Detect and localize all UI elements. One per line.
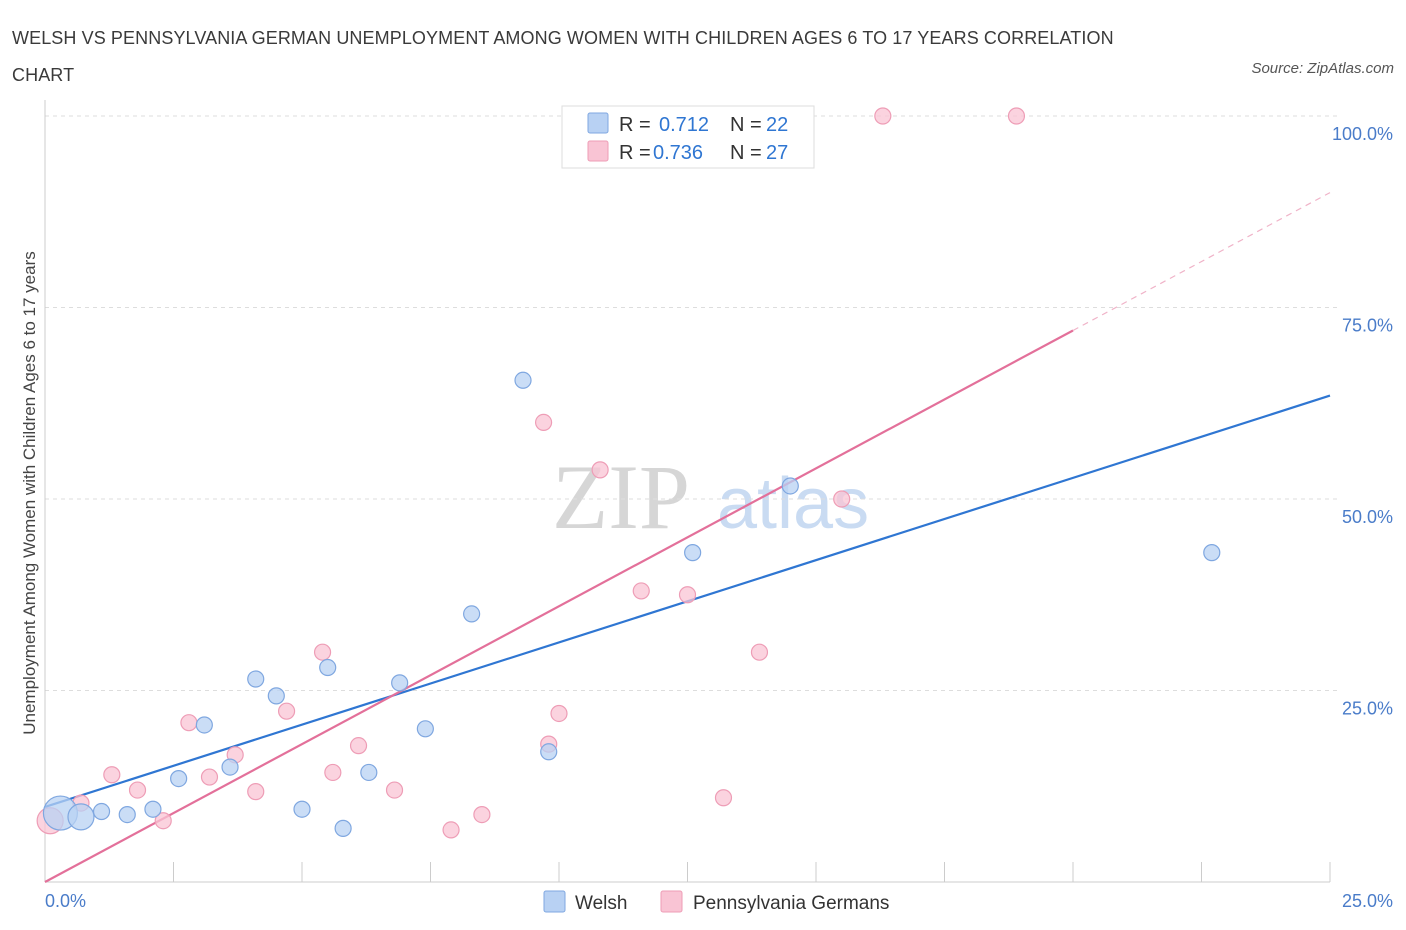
source-credit: Source: ZipAtlas.com xyxy=(1251,60,1394,77)
welsh-point-5 xyxy=(170,769,188,788)
axes xyxy=(44,100,1331,883)
welsh-point-2 xyxy=(92,802,111,821)
bottom-legend-swatch-welsh[interactable] xyxy=(543,890,566,913)
welsh-point-15 xyxy=(416,720,434,738)
pg-point-3 xyxy=(128,781,147,799)
legend-r-value-welsh: 0.712 xyxy=(659,114,709,136)
bottom-legend-label-pg[interactable]: Pennsylvania Germans xyxy=(693,893,889,914)
welsh-point-7 xyxy=(221,758,239,776)
pg-point-14 xyxy=(442,821,460,839)
y-tick-label-25: 25.0% xyxy=(1342,699,1393,719)
pg-point-2 xyxy=(103,766,121,784)
x-tick-label-max: 25.0% xyxy=(1342,891,1393,911)
pg-point-24 xyxy=(833,490,851,508)
pg-point-16 xyxy=(534,413,553,431)
welsh-point-12 xyxy=(334,819,352,837)
bottom-legend-label-welsh[interactable]: Welsh xyxy=(575,893,627,914)
legend-r-label-pg: R = xyxy=(619,142,651,164)
pg-point-22 xyxy=(714,789,733,807)
welsh-point-3 xyxy=(118,805,136,824)
correlation-legend: R = 0.712 N = 22 R = 0.736 N = 27 xyxy=(561,105,815,169)
welsh-point-21 xyxy=(1203,544,1221,562)
data-points xyxy=(36,107,1221,839)
welsh-point-6 xyxy=(195,716,213,734)
welsh-point-10 xyxy=(293,800,311,818)
y-tick-label-75: 75.0% xyxy=(1342,316,1393,336)
pg-point-25 xyxy=(874,107,892,125)
welsh-point-19 xyxy=(684,544,702,562)
pg-point-9 xyxy=(277,702,296,720)
pg-point-26 xyxy=(1007,107,1026,125)
legend-swatch-pg xyxy=(587,140,609,162)
pg-point-10 xyxy=(313,643,332,661)
pg-point-4 xyxy=(154,812,172,830)
pg-point-23 xyxy=(750,643,769,661)
legend-r-value-pg: 0.736 xyxy=(653,142,703,164)
chart-title: WELSH VS PENNSYLVANIA GERMAN UNEMPLOYMEN… xyxy=(12,28,1114,85)
trend-line-extension-pg xyxy=(1072,192,1331,332)
welsh-point-14 xyxy=(391,674,409,692)
legend-n-label-welsh: N = xyxy=(730,114,762,136)
pg-point-18 xyxy=(550,704,568,723)
y-axis-title: Unemployment Among Women with Children A… xyxy=(20,251,39,735)
welsh-point-16 xyxy=(463,605,481,623)
pg-point-12 xyxy=(349,737,368,755)
pg-point-8 xyxy=(247,783,265,801)
pg-point-19 xyxy=(591,461,609,479)
welsh-point-9 xyxy=(267,687,285,705)
welsh-point-18 xyxy=(540,743,558,761)
pg-point-20 xyxy=(632,582,650,600)
pg-point-6 xyxy=(200,768,219,786)
x-tick-label-min: 0.0% xyxy=(45,891,86,911)
pg-point-11 xyxy=(324,763,342,782)
trend-lines xyxy=(44,192,1331,883)
pg-point-21 xyxy=(678,586,697,604)
bottom-legend-swatch-pg[interactable] xyxy=(660,890,683,913)
trend-line-pg xyxy=(44,329,1074,883)
grid: 25.0% 50.0% 75.0% 100.0% xyxy=(45,115,1393,719)
legend-n-value-welsh: 22 xyxy=(766,114,788,136)
legend-n-label-pg: N = xyxy=(730,142,762,164)
welsh-point-11 xyxy=(319,658,337,677)
welsh-point-8 xyxy=(247,670,265,688)
y-tick-label-50: 50.0% xyxy=(1342,507,1393,527)
welsh-point-13 xyxy=(360,763,378,782)
legend-n-value-pg: 27 xyxy=(766,142,788,164)
series-legend: Welsh Pennsylvania Germans xyxy=(543,890,889,914)
pg-point-15 xyxy=(473,805,491,824)
welsh-point-17 xyxy=(514,371,532,389)
y-tick-label-100: 100.0% xyxy=(1332,124,1393,144)
pg-point-5 xyxy=(180,714,198,732)
welsh-point-1 xyxy=(67,803,95,831)
legend-swatch-welsh xyxy=(587,112,609,134)
welsh-point-4 xyxy=(144,800,162,818)
pg-point-13 xyxy=(385,781,404,799)
legend-r-label-welsh: R = xyxy=(619,114,651,136)
welsh-point-20 xyxy=(781,477,799,495)
watermark-zip: ZIP xyxy=(552,446,690,548)
